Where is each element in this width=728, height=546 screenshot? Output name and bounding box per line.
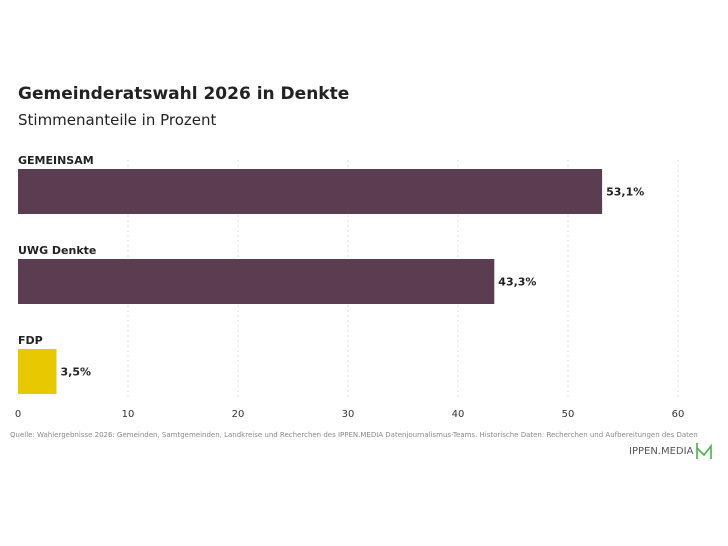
x-tick-label: 10 — [122, 409, 135, 420]
x-tick-label: 40 — [452, 409, 465, 420]
data-label: 3,5% — [61, 366, 92, 379]
brand-name: IPPEN.MEDIA — [629, 445, 694, 457]
brand-logo: IPPEN.MEDIA — [629, 442, 713, 460]
chart-subtitle: Stimmenanteile in Prozent — [18, 111, 217, 129]
ippen-media-m-logo-icon — [696, 443, 713, 459]
bar — [18, 349, 57, 394]
x-tick-label: 20 — [232, 409, 245, 420]
category-label: FDP — [18, 334, 43, 347]
data-label: 53,1% — [606, 186, 644, 199]
chart-title: Gemeinderatswahl 2026 in Denkte — [18, 84, 350, 104]
x-tick-label: 0 — [15, 409, 21, 420]
bar — [18, 169, 603, 214]
data-label: 43,3% — [498, 276, 536, 289]
bar-chart: 0 10 20 30 40 50 60 GEMEINSAM 53,1% UWG Denkte 43,… — [15, 154, 685, 420]
category-label: GEMEINSAM — [18, 154, 94, 167]
x-tick-label: 50 — [562, 409, 575, 420]
source-note: Quelle: Wahlergebnisse 2026: Gemeinden, … — [10, 431, 698, 439]
bar — [18, 259, 495, 304]
x-tick-label: 60 — [672, 409, 685, 420]
category-label: UWG Denkte — [18, 244, 96, 257]
x-tick-label: 30 — [342, 409, 355, 420]
